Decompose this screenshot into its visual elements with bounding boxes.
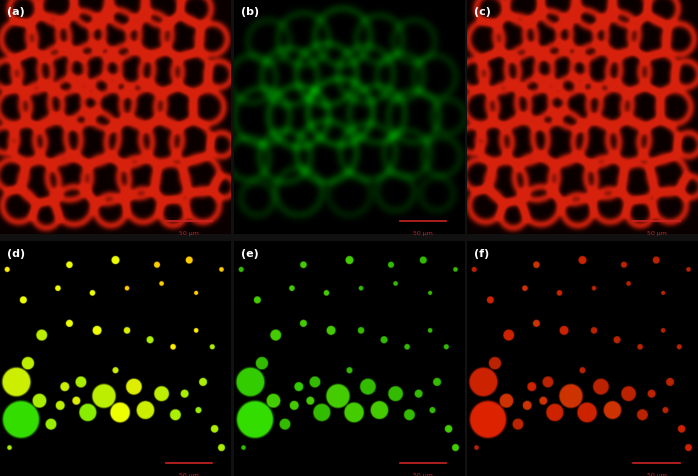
Text: 50 μm: 50 μm <box>179 231 199 236</box>
Text: (a): (a) <box>7 7 24 17</box>
Text: (f): (f) <box>474 248 489 258</box>
Text: 50 μm: 50 μm <box>646 473 667 476</box>
Text: (b): (b) <box>241 7 259 17</box>
Text: (d): (d) <box>7 248 25 258</box>
Text: (c): (c) <box>474 7 491 17</box>
Text: 50 μm: 50 μm <box>646 231 667 236</box>
Text: 50 μm: 50 μm <box>179 473 199 476</box>
Text: 50 μm: 50 μm <box>413 231 433 236</box>
Text: 50 μm: 50 μm <box>413 473 433 476</box>
Text: (e): (e) <box>241 248 258 258</box>
